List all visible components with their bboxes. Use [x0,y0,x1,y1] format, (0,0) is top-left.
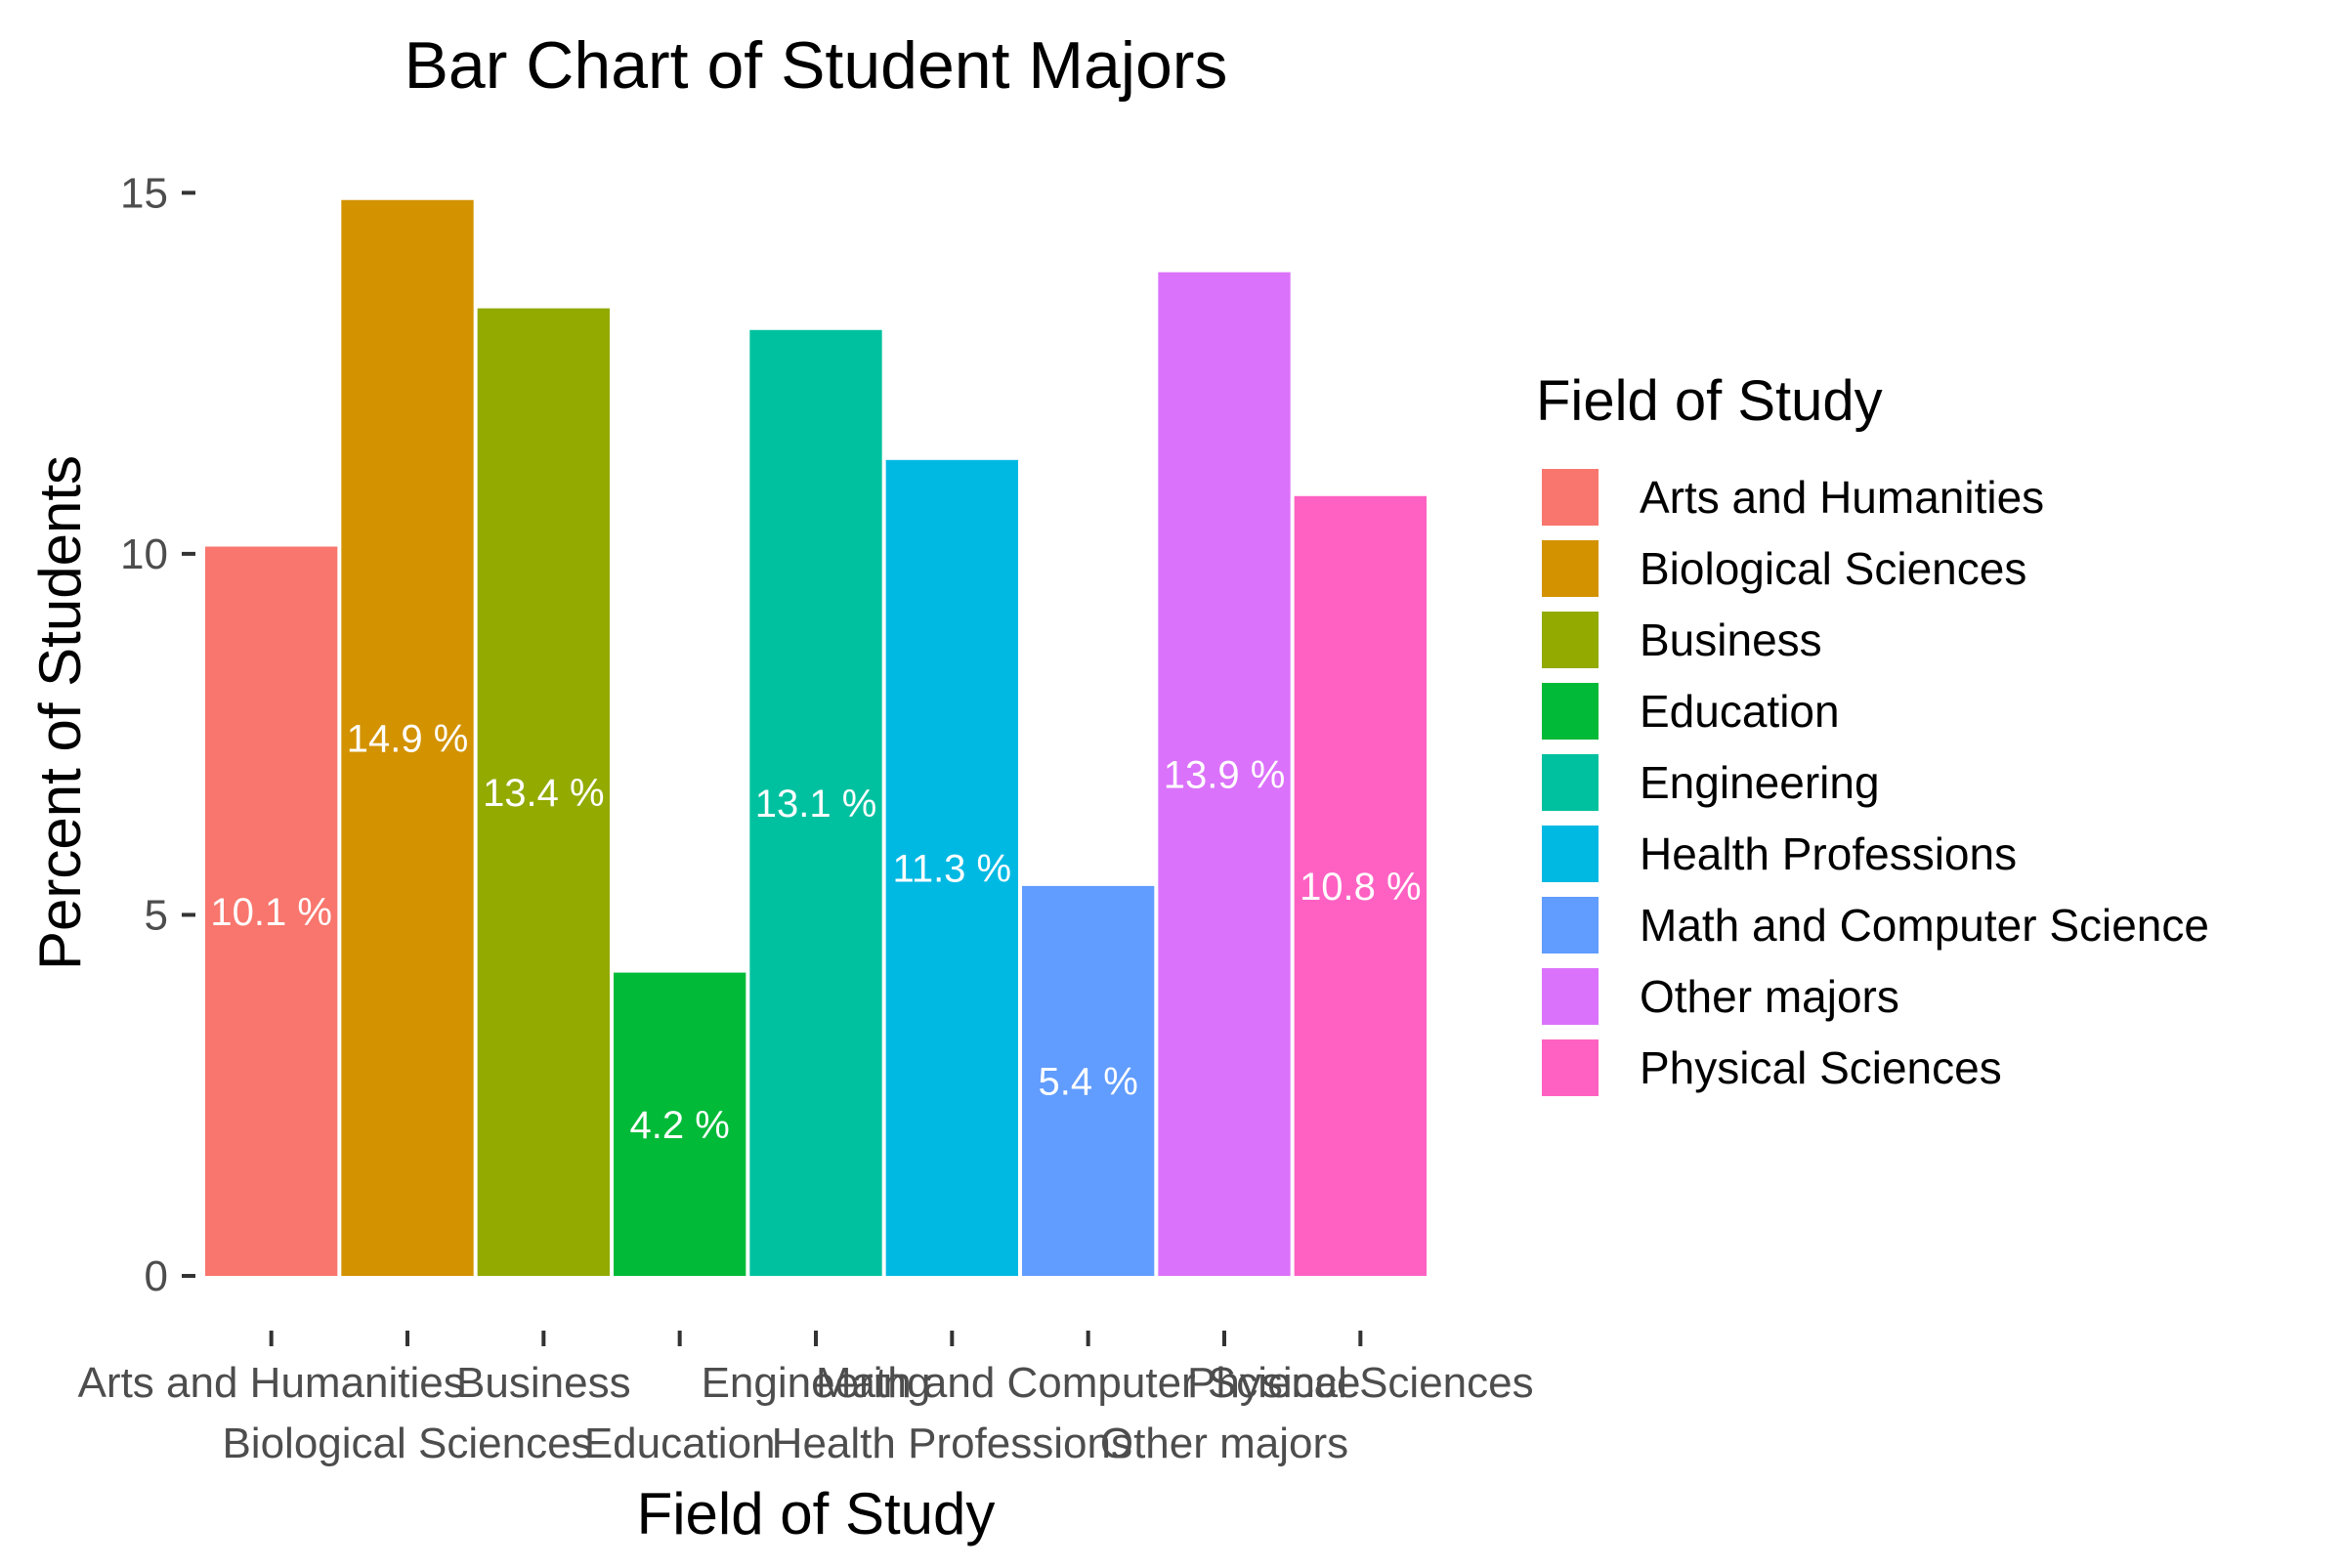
legend-swatch [1542,1039,1599,1096]
x-tick-label: Education [584,1420,776,1467]
y-tick-label: 0 [145,1252,168,1300]
data-label: 10.8 % [1300,866,1422,909]
legend-label: Business [1640,614,1822,665]
x-axis: Arts and Humanities Biological Sciences Bu… [78,1331,1534,1467]
legend-swatch [1542,469,1599,526]
x-tick-label: Math and Computer Science [816,1359,1361,1407]
x-tick-label: Other majors [1100,1420,1348,1467]
y-axis-title: Percent of Students [27,455,93,970]
legend-swatch [1542,968,1599,1025]
bar-business [477,308,610,1277]
y-axis: 0 5 10 15 [120,169,195,1300]
bars-group [205,199,1427,1277]
legend-label: Other majors [1640,971,1899,1022]
y-tick-label: 10 [120,530,168,578]
legend-swatch [1542,754,1599,811]
legend: Field of Study Arts and Humanities Biolog… [1536,369,2209,1096]
legend-label: Biological Sciences [1640,543,2026,594]
data-label: 5.4 % [1039,1060,1138,1103]
chart-title: Bar Chart of Student Majors [405,28,1228,103]
bar-engineering [749,329,882,1276]
legend-items: Arts and Humanities Biological Sciences Bu… [1542,469,2209,1096]
bar-other-majors [1158,272,1291,1276]
y-tick-label: 15 [120,169,168,217]
bar-biological-sciences [341,199,474,1276]
data-label: 13.9 % [1164,753,1286,796]
bar-education [614,972,746,1276]
bar-arts-and-humanities [205,546,338,1276]
legend-label: Arts and Humanities [1640,472,2044,523]
data-label: 10.1 % [210,891,332,934]
y-tick-label: 5 [145,891,168,939]
data-label: 14.9 % [347,717,469,760]
legend-label: Health Professions [1640,828,2017,879]
x-tick-label: Physical Sciences [1187,1359,1534,1407]
legend-title: Field of Study [1536,369,1883,433]
x-tick-label: Arts and Humanities [78,1359,465,1407]
bar-math-and-computer-science [1022,885,1155,1276]
x-tick-label: Business [456,1359,631,1407]
bar-health-professions [885,459,1018,1277]
legend-label: Physical Sciences [1640,1042,2002,1093]
legend-swatch [1542,540,1599,597]
legend-swatch [1542,612,1599,668]
legend-label: Education [1640,686,1840,737]
x-tick-label: Biological Sciences [222,1420,592,1467]
x-tick-label: Engineering [702,1359,931,1407]
bar-physical-sciences [1294,495,1427,1276]
legend-swatch [1542,683,1599,740]
legend-label: Engineering [1640,757,1880,808]
legend-label: Math and Computer Science [1640,900,2209,951]
data-label: 11.3 % [893,847,1012,890]
data-label: 13.4 % [483,772,605,815]
legend-swatch [1542,897,1599,954]
x-tick-label: Health Professions [772,1420,1132,1467]
x-axis-title: Field of Study [637,1481,996,1547]
legend-swatch [1542,826,1599,882]
data-label: 4.2 % [630,1104,730,1147]
data-label: 13.1 % [755,783,877,826]
data-labels-group: 10.1 % 14.9 % 13.4 % 4.2 % 13.1 % 11.3 % 5.4 %… [210,717,1421,1146]
